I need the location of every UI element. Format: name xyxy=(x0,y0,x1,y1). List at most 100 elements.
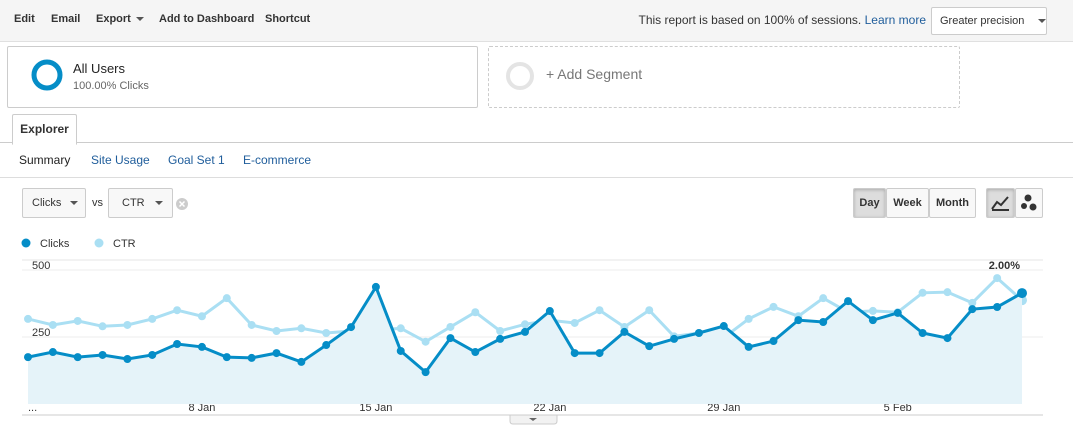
point xyxy=(371,282,380,291)
period-button[interactable]: Day xyxy=(853,188,886,218)
point xyxy=(421,368,430,377)
toolbar-item[interactable]: Export xyxy=(96,13,144,25)
point xyxy=(272,326,281,335)
point xyxy=(719,322,728,331)
point xyxy=(98,350,107,359)
x-tick-label: 8 Jan xyxy=(188,402,215,414)
subtab-line xyxy=(0,177,1073,178)
y2-tick-label: 2.00% xyxy=(989,260,1020,272)
point xyxy=(197,342,206,351)
segment-icon xyxy=(31,59,63,91)
add-segment-text: + Add Segment xyxy=(546,66,643,82)
caret xyxy=(1038,19,1047,24)
x-tick-label: 22 Jan xyxy=(533,402,566,414)
point xyxy=(943,334,952,343)
learn-more[interactable]: Learn more xyxy=(864,13,926,27)
point xyxy=(868,306,877,315)
segment-card[interactable] xyxy=(7,46,478,108)
point xyxy=(347,323,356,332)
secondary-metric[interactable]: CTR xyxy=(108,188,173,218)
area xyxy=(28,286,1022,404)
point xyxy=(545,307,554,316)
point xyxy=(769,337,778,346)
segment-detail: 100.00% Clicks xyxy=(73,80,149,92)
point xyxy=(396,346,405,355)
caret xyxy=(154,201,163,206)
legend-swatch xyxy=(94,238,104,248)
point xyxy=(521,320,529,329)
legend-label: Clicks xyxy=(40,238,70,250)
point xyxy=(446,322,455,331)
point xyxy=(173,339,182,348)
point xyxy=(173,306,182,315)
legend-swatch xyxy=(21,238,31,248)
point xyxy=(496,326,505,335)
add-segment[interactable] xyxy=(488,46,960,108)
point xyxy=(222,353,231,362)
y-tick-label: 250 xyxy=(32,327,50,339)
caret xyxy=(70,201,79,206)
point xyxy=(73,353,82,362)
toolbar-item-text: Export xyxy=(96,13,131,25)
precision-select[interactable]: Greater precision xyxy=(931,7,1047,35)
point xyxy=(24,314,32,323)
point xyxy=(148,314,157,323)
toolbar-item[interactable]: Email xyxy=(51,13,81,25)
point xyxy=(595,306,604,315)
point xyxy=(794,316,803,325)
point xyxy=(48,348,57,357)
point xyxy=(247,320,256,329)
sampling-note: This report is based on 100% of sessions… xyxy=(638,13,926,27)
point xyxy=(272,349,281,358)
toolbar-item[interactable]: Edit xyxy=(14,13,35,25)
subtab[interactable]: Goal Set 1 xyxy=(168,153,225,167)
primary-metric[interactable]: Clicks xyxy=(22,188,86,218)
x-tick-label: 29 Jan xyxy=(707,402,740,414)
point xyxy=(645,306,654,315)
add-segment-icon xyxy=(506,62,534,90)
precision-text: Greater precision xyxy=(940,15,1025,27)
point xyxy=(24,353,32,362)
period-button[interactable]: Week xyxy=(886,188,929,218)
point xyxy=(396,324,405,333)
point xyxy=(98,322,107,331)
remove-metric[interactable] xyxy=(175,197,189,211)
motion-chart-icon xyxy=(1021,194,1037,211)
toolbar xyxy=(0,0,1073,42)
point xyxy=(694,329,703,337)
collapse-arrow xyxy=(529,418,537,421)
subtab[interactable]: Site Usage xyxy=(91,153,150,167)
point xyxy=(819,294,828,303)
point xyxy=(148,350,157,359)
toolbar-item[interactable]: Add to Dashboard xyxy=(159,13,255,25)
line-chart-button[interactable] xyxy=(986,188,1015,218)
point xyxy=(1017,288,1027,299)
point xyxy=(943,288,952,297)
point xyxy=(595,349,604,358)
x-tick-label: ... xyxy=(28,402,37,414)
point xyxy=(496,334,505,343)
point xyxy=(918,329,927,337)
point xyxy=(968,305,977,314)
toolbar-item[interactable]: Shortcut xyxy=(265,13,311,25)
point xyxy=(73,316,82,325)
point xyxy=(521,327,529,336)
point xyxy=(48,320,57,329)
point xyxy=(471,308,480,317)
subtab[interactable]: E-commerce xyxy=(243,153,312,167)
point xyxy=(471,348,480,357)
explorer-tab[interactable]: Explorer xyxy=(12,114,77,145)
vs-label: vs xyxy=(92,197,103,209)
point xyxy=(322,341,331,350)
point xyxy=(123,320,132,329)
note-text: This report is based on 100% of sessions… xyxy=(638,13,862,27)
point xyxy=(819,318,828,327)
x-tick-label: 5 Feb xyxy=(884,402,912,414)
point xyxy=(993,303,1002,312)
point xyxy=(446,334,455,343)
subtab[interactable]: Summary xyxy=(19,153,71,167)
period-button[interactable]: Month xyxy=(929,188,976,218)
motion-chart-button[interactable] xyxy=(1015,188,1043,218)
